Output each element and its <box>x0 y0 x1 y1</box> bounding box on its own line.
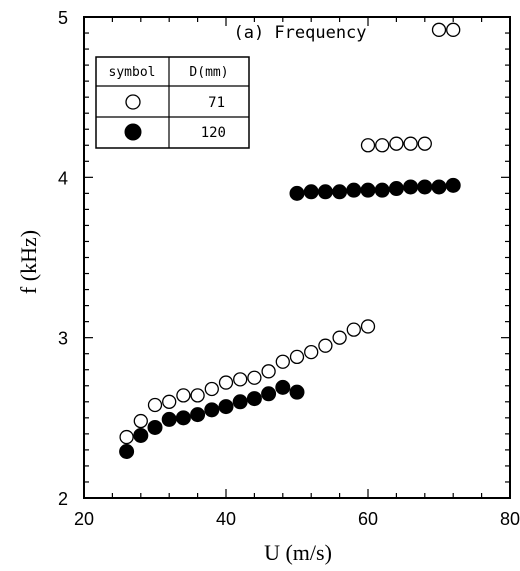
y-tick-label: 5 <box>58 8 68 28</box>
data-point-open <box>275 354 290 369</box>
data-point-open <box>190 388 205 403</box>
axis-ticks <box>83 16 511 499</box>
data-point-filled <box>445 177 461 193</box>
x-axis-label: U (m/s) <box>264 540 332 565</box>
data-point-filled <box>190 407 206 423</box>
y-tick-label: 3 <box>58 329 68 349</box>
x-tick-label: 60 <box>358 509 378 529</box>
data-point-open <box>204 381 219 397</box>
data-point-filled <box>147 419 163 435</box>
legend-value-120: 120 <box>201 125 226 141</box>
data-point-open <box>162 394 177 409</box>
data-point-open <box>431 22 447 37</box>
data-point-open <box>147 397 163 413</box>
data-point-filled <box>332 184 348 200</box>
data-point-filled <box>275 379 291 395</box>
legend-table: symbol D(mm) 71 120 <box>95 56 250 149</box>
legend-header-symbol: symbol <box>109 65 156 80</box>
data-point-filled <box>175 410 191 426</box>
chart-title: (a) Frequency <box>233 23 366 43</box>
data-point-filled <box>317 184 333 200</box>
data-point-open <box>360 319 376 334</box>
x-tick-label: 80 <box>500 509 520 529</box>
data-point-filled <box>133 427 149 443</box>
data-point-filled <box>360 182 376 198</box>
data-point-filled <box>346 182 362 198</box>
legend-border <box>95 56 250 149</box>
data-point-open <box>133 413 148 429</box>
data-point-filled <box>204 402 220 418</box>
data-point-filled <box>289 384 305 400</box>
tick-labels: 20 40 60 80 2 3 4 5 <box>58 8 520 529</box>
data-point-filled <box>161 411 177 427</box>
data-point-open <box>318 338 333 353</box>
x-tick-label: 40 <box>216 509 236 529</box>
data-point-open <box>119 429 134 445</box>
data-point-filled <box>303 184 319 200</box>
data-point-open <box>360 138 376 153</box>
data-point-filled <box>403 179 419 195</box>
data-point-open <box>289 349 305 365</box>
data-point-open <box>403 136 418 151</box>
data-point-filled <box>431 179 447 195</box>
data-point-open <box>417 136 432 151</box>
y-axis-label: f (kHz) <box>16 230 41 294</box>
legend-header-d: D(mm) <box>189 65 228 80</box>
data-point-open <box>176 388 191 403</box>
data-point-filled <box>289 185 305 201</box>
data-point-open <box>446 22 461 37</box>
data-point-open <box>261 364 276 379</box>
data-point-filled <box>246 391 262 407</box>
y-tick-label: 2 <box>58 489 68 509</box>
data-point-filled <box>374 182 390 198</box>
data-point-open <box>332 330 347 345</box>
legend-open-circle-marker <box>125 94 141 110</box>
data-point-open <box>389 136 404 151</box>
legend-value-71: 71 <box>208 95 225 111</box>
data-point-open <box>375 138 390 153</box>
data-point-filled <box>261 386 277 402</box>
legend-filled-circle-marker <box>124 123 142 141</box>
y-tick-label: 4 <box>58 168 68 188</box>
data-point-open <box>247 370 262 385</box>
data-point-filled <box>388 181 404 197</box>
data-point-filled <box>417 179 433 195</box>
data-point-filled <box>218 399 234 415</box>
data-point-filled <box>119 444 135 460</box>
data-points <box>119 22 461 460</box>
x-tick-label: 20 <box>74 509 94 529</box>
data-point-open <box>218 375 234 390</box>
data-point-filled <box>232 394 248 410</box>
data-point-open <box>346 322 361 337</box>
data-point-open <box>304 344 319 360</box>
data-point-open <box>233 372 248 387</box>
